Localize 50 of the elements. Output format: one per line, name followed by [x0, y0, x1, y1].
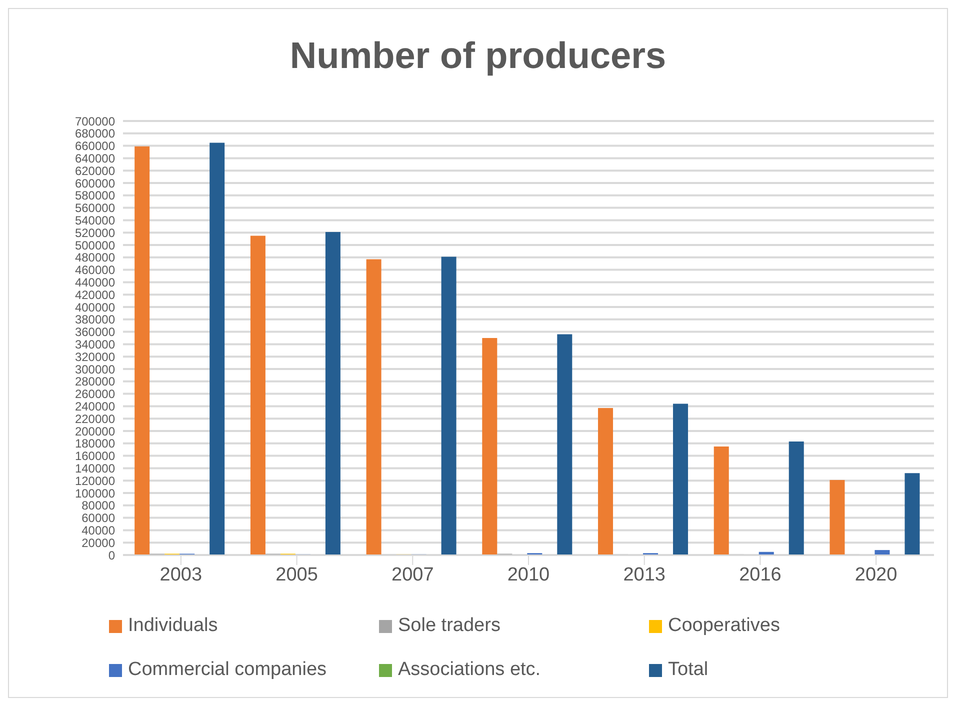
x-tick-label: 2016: [739, 564, 782, 586]
y-tick-label: 360000: [74, 325, 116, 340]
legend-label: Associations etc.: [398, 659, 541, 681]
y-tick-label: 200000: [74, 424, 116, 438]
legend-label: Commercial companies: [128, 659, 327, 681]
y-tick-label: 380000: [74, 312, 116, 327]
y-tick-label: 580000: [74, 188, 116, 203]
y-tick-label: 660000: [74, 139, 116, 154]
y-tick-label: 440000: [74, 275, 116, 290]
y-tick-label: 40000: [82, 523, 116, 538]
legend-label: Cooperatives: [668, 615, 780, 637]
y-tick-label: 100000: [74, 486, 116, 500]
y-tick-label: 560000: [74, 201, 116, 216]
y-tick-label: 260000: [74, 387, 116, 402]
y-tick-label: 680000: [74, 126, 116, 141]
y-tick-label: 700000: [74, 114, 116, 128]
y-tick-label: 80000: [82, 498, 116, 513]
y-tick-label: 600000: [74, 176, 116, 190]
x-tick-label: 2010: [507, 564, 550, 586]
chart-title: Number of producers: [288, 34, 668, 78]
y-tick-label: 320000: [74, 350, 116, 364]
y-tick-label: 220000: [74, 412, 116, 426]
x-tick-label: 2005: [276, 564, 318, 586]
y-tick-label: 520000: [74, 226, 116, 240]
y-tick-label: 280000: [74, 374, 116, 389]
x-tick-label: 2003: [160, 564, 202, 586]
y-tick-label: 140000: [74, 461, 116, 476]
y-tick-label: 180000: [74, 436, 116, 451]
y-tick-label: 620000: [74, 164, 116, 178]
y-tick-label: 640000: [74, 151, 116, 166]
y-tick-label: 120000: [74, 474, 116, 488]
x-tick-label: 2020: [854, 564, 898, 586]
y-tick-label: 540000: [74, 213, 116, 228]
legend-label: Sole traders: [398, 615, 500, 637]
y-tick-label: 400000: [74, 300, 116, 314]
legend-label: Total: [668, 659, 708, 681]
y-tick-label: 60000: [82, 511, 116, 526]
legend-label: Individuals: [128, 615, 218, 637]
y-tick-label: 500000: [74, 238, 116, 252]
y-tick-label: 0: [108, 548, 116, 562]
x-tick-label: 2013: [623, 564, 666, 586]
y-tick-label: 20000: [82, 536, 116, 550]
y-tick-label: 240000: [74, 399, 116, 414]
y-tick-label: 460000: [74, 263, 116, 278]
y-tick-label: 300000: [74, 362, 116, 376]
y-tick-label: 420000: [74, 288, 116, 302]
x-tick-label: 2007: [392, 564, 434, 586]
y-tick-label: 340000: [74, 337, 116, 352]
y-tick-label: 160000: [74, 449, 116, 464]
y-tick-label: 480000: [74, 250, 116, 265]
